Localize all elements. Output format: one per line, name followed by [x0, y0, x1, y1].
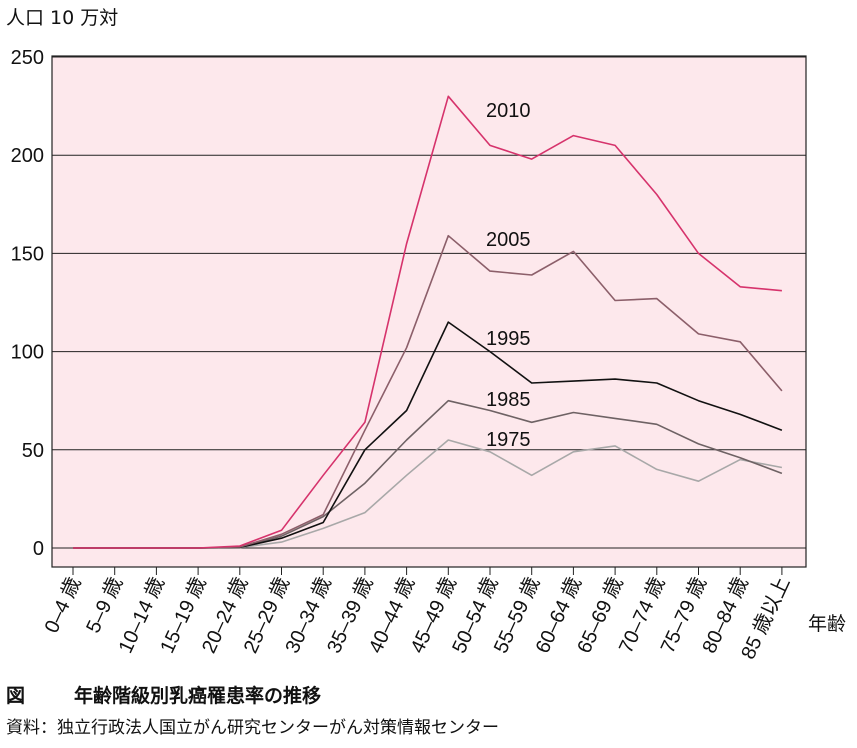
y-tick-label-200: 200 — [11, 145, 44, 167]
source-caption: 資料：独立行政法人国立がん研究センターがん対策情報センター — [6, 718, 499, 738]
figure-caption-title: 年齢階級別乳癌罹患率の推移 — [74, 685, 322, 707]
figure-caption: 図 年齢階級別乳癌罹患率の推移 — [6, 681, 321, 708]
y-tick-label-100: 100 — [11, 342, 44, 364]
figure-caption-mark: 図 — [6, 685, 26, 707]
y-axis-label: 人口 10 万対 — [6, 7, 118, 29]
y-tick-label-150: 150 — [11, 243, 44, 265]
y-tick-label-50: 50 — [22, 440, 44, 462]
plot-border — [51, 55, 807, 568]
series-label-1995: 1995 — [486, 328, 531, 350]
y-tick-label-0: 0 — [33, 538, 44, 560]
series-line-2010 — [73, 95, 782, 549]
x-axis-label: 年齢 — [808, 613, 846, 635]
y-tick-label-250: 250 — [11, 47, 44, 69]
x-tick-label-0: 0–4 歳 — [40, 573, 86, 636]
x-tick-label-1: 5–9 歳 — [81, 573, 127, 636]
series-label-1985: 1985 — [486, 389, 531, 411]
series-label-2005: 2005 — [486, 229, 531, 251]
series-label-2010: 2010 — [486, 100, 531, 122]
series-label-1975: 1975 — [486, 429, 531, 451]
plot-background — [52, 56, 806, 567]
